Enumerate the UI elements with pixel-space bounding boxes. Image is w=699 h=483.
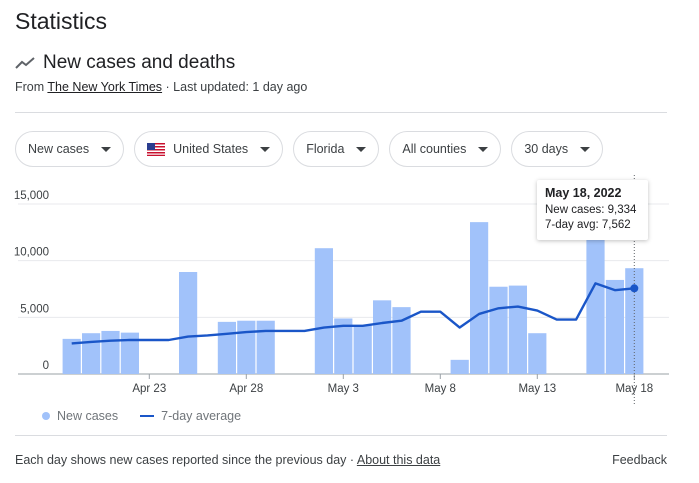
case-bar: [450, 359, 469, 374]
x-tick-label: May 3: [328, 383, 359, 395]
case-bar: [82, 333, 101, 374]
y-tick-label: 0: [43, 360, 49, 372]
country-label: United States: [173, 142, 249, 156]
legend-bar-swatch: [42, 412, 50, 420]
tooltip-new-cases: New cases: 9,334: [545, 204, 637, 216]
x-tick-label: Apr 23: [132, 383, 166, 395]
metric-dropdown[interactable]: New cases: [15, 131, 125, 167]
y-tick-label: 15,000: [14, 190, 49, 202]
case-bar: [179, 272, 198, 374]
source-prefix: From: [15, 80, 45, 94]
case-bar: [217, 321, 236, 374]
case-bar: [586, 238, 605, 374]
case-bar: [120, 332, 139, 374]
case-bar: [237, 320, 256, 374]
caret-down-icon: [580, 146, 591, 152]
footer-sep: ·: [346, 453, 357, 467]
case-bar: [256, 320, 275, 374]
x-tick-label: Apr 28: [229, 383, 263, 395]
x-tick-label: May 8: [425, 383, 456, 395]
y-tick-label: 5,000: [20, 303, 49, 315]
chart-legend: New cases 7-day average: [42, 409, 241, 423]
range-label: 30 days: [524, 142, 569, 156]
divider: [15, 112, 667, 113]
page-title: Statistics: [15, 8, 108, 34]
case-bar: [392, 307, 411, 374]
state-label: Florida: [306, 142, 345, 156]
case-bar: [625, 268, 644, 374]
range-dropdown[interactable]: 30 days: [511, 131, 604, 167]
metric-label: New cases: [28, 142, 90, 156]
tooltip-avg: 7-day avg: 7,562: [545, 219, 631, 231]
case-bar: [489, 286, 508, 374]
legend-line-label: 7-day average: [161, 409, 242, 423]
case-bar: [373, 300, 392, 374]
case-bar: [470, 222, 489, 374]
case-bar: [62, 338, 81, 374]
footer-text: Each day shows new cases reported since …: [15, 453, 347, 467]
about-data-link[interactable]: About this data: [356, 453, 441, 467]
country-dropdown[interactable]: United States: [134, 131, 284, 167]
chart-tooltip: May 18, 2022 New cases: 9,334 7-day avg:…: [537, 180, 648, 240]
source-link[interactable]: The New York Times: [47, 80, 163, 94]
card-header: New cases and deaths: [15, 52, 235, 74]
us-flag-icon: [147, 142, 166, 156]
filter-bar: New cases United States Florida All coun…: [15, 131, 604, 167]
case-bar: [101, 330, 120, 374]
last-updated: · Last updated: 1 day ago: [162, 80, 308, 94]
average-point: [630, 284, 639, 293]
y-tick-label: 10,000: [14, 247, 49, 259]
tooltip-date: May 18, 2022: [545, 186, 622, 200]
feedback-link[interactable]: Feedback: [612, 453, 667, 467]
county-label: All counties: [402, 142, 467, 156]
card-title: New cases and deaths: [43, 52, 236, 73]
caret-down-icon: [478, 146, 489, 152]
case-bar: [508, 285, 527, 374]
trending-icon: [15, 57, 35, 69]
divider: [15, 435, 667, 436]
case-bar: [314, 248, 333, 374]
caret-down-icon: [101, 146, 112, 152]
legend-bars-label: New cases: [57, 409, 119, 423]
case-bar: [353, 325, 372, 374]
county-dropdown[interactable]: All counties: [389, 131, 502, 167]
x-tick-label: May 13: [518, 383, 556, 395]
source-line: From The New York Times · Last updated: …: [15, 80, 307, 94]
case-bar: [605, 279, 624, 374]
case-bar: [528, 333, 547, 374]
caret-down-icon: [260, 146, 271, 152]
case-bar: [334, 318, 353, 374]
average-line: [71, 282, 635, 345]
caret-down-icon: [356, 146, 367, 152]
footer-note: Each day shows new cases reported since …: [15, 453, 440, 467]
legend-line-swatch: [140, 415, 155, 417]
state-dropdown[interactable]: Florida: [293, 131, 380, 167]
cases-chart[interactable]: 0 5,000 10,000 15,000 Apr 23 Apr 28 May 3 May 8…: [0, 175, 699, 405]
